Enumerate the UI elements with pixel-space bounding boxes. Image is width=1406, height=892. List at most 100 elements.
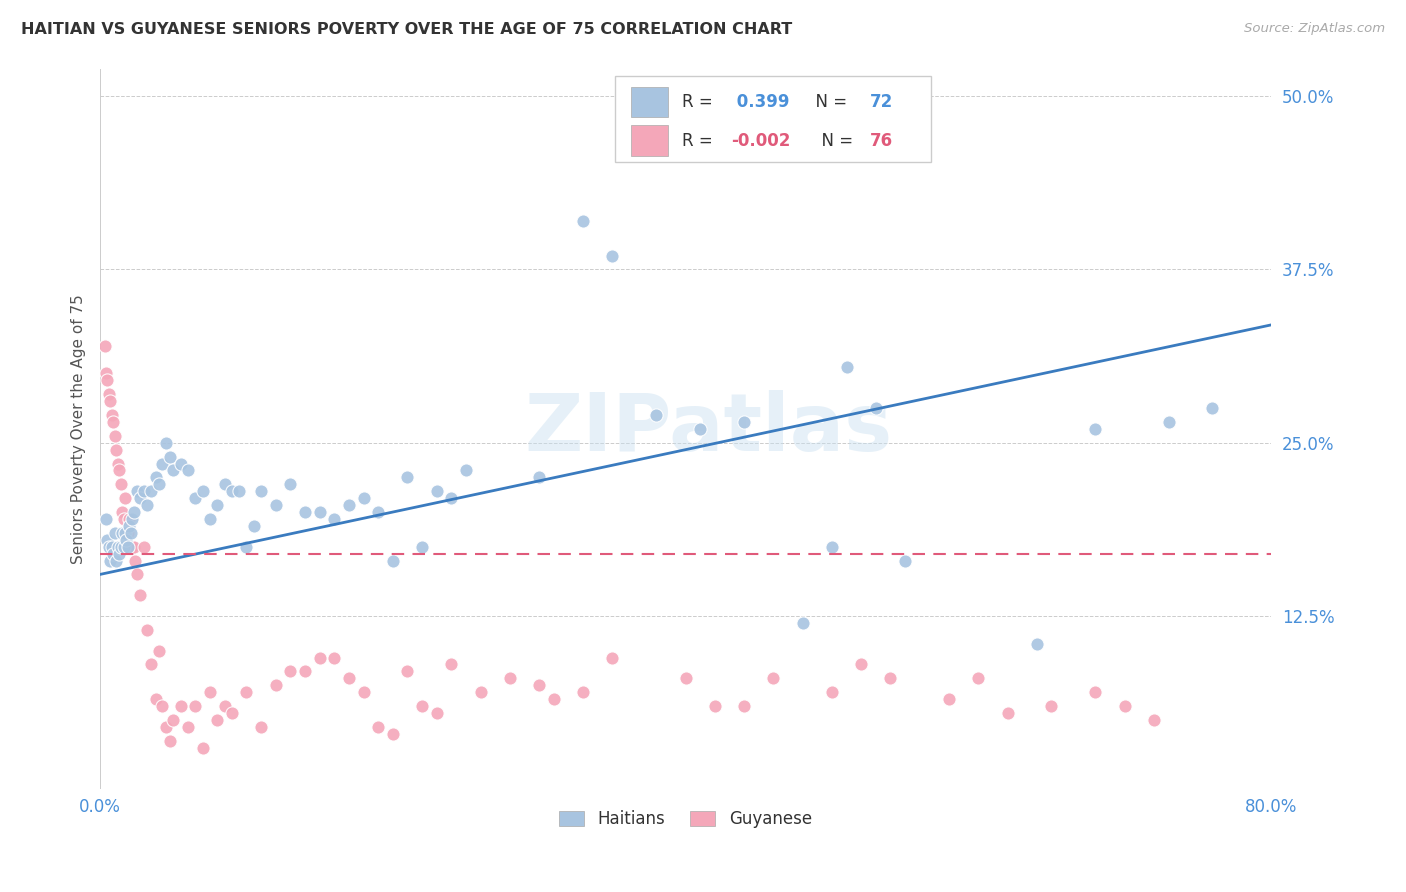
Point [191, 484, 214, 499]
Point [105, 442, 128, 457]
Point [177, 720, 200, 734]
Point [280, 665, 302, 679]
Point [294, 665, 316, 679]
Point [470, 685, 492, 699]
Point [110, 477, 132, 491]
Point [150, 457, 173, 471]
Point [689, 422, 711, 436]
Point [235, 685, 257, 699]
Point [426, 484, 449, 499]
Point [381, 553, 404, 567]
Point [264, 678, 287, 692]
Point [228, 484, 250, 499]
Point [96, 533, 118, 547]
Text: Source: ZipAtlas.com: Source: ZipAtlas.com [1244, 22, 1385, 36]
Point [602, 650, 624, 665]
Point [132, 484, 155, 499]
FancyBboxPatch shape [630, 126, 668, 156]
Point [264, 498, 287, 512]
Text: 0.399: 0.399 [731, 93, 790, 111]
Text: HAITIAN VS GUYANESE SENIORS POVERTY OVER THE AGE OF 75 CORRELATION CHART: HAITIAN VS GUYANESE SENIORS POVERTY OVER… [21, 22, 793, 37]
Point [250, 720, 273, 734]
Point [997, 706, 1019, 720]
Point [835, 359, 858, 374]
Point [1025, 637, 1047, 651]
Text: -0.002: -0.002 [731, 132, 790, 150]
FancyBboxPatch shape [616, 76, 931, 162]
Point [529, 470, 551, 484]
Point [572, 214, 595, 228]
Point [111, 505, 134, 519]
Point [1084, 422, 1107, 436]
FancyBboxPatch shape [630, 87, 668, 117]
Point [184, 699, 207, 714]
Point [323, 512, 346, 526]
Point [100, 553, 122, 567]
Point [396, 665, 419, 679]
Point [112, 512, 135, 526]
Point [97, 540, 120, 554]
Point [214, 699, 236, 714]
Point [440, 657, 463, 672]
Point [733, 699, 755, 714]
Legend: Haitians, Guyanese: Haitians, Guyanese [553, 804, 818, 835]
Point [353, 685, 375, 699]
Point [101, 540, 124, 554]
Text: R =: R = [682, 93, 718, 111]
Point [115, 525, 138, 540]
Point [235, 540, 257, 554]
Point [198, 685, 221, 699]
Point [645, 408, 668, 422]
Point [107, 540, 129, 554]
Point [1143, 713, 1166, 727]
Point [440, 491, 463, 505]
Point [184, 491, 207, 505]
Text: N =: N = [811, 132, 858, 150]
Point [1201, 401, 1223, 415]
Point [128, 588, 150, 602]
Point [411, 540, 433, 554]
Point [499, 671, 522, 685]
Point [205, 713, 228, 727]
Point [136, 623, 159, 637]
Point [733, 415, 755, 429]
Point [115, 533, 138, 547]
Point [821, 685, 844, 699]
Point [121, 540, 143, 554]
Point [159, 450, 181, 464]
Point [148, 643, 170, 657]
Point [967, 671, 990, 685]
Point [101, 408, 124, 422]
Point [250, 484, 273, 499]
Point [104, 429, 127, 443]
Point [107, 457, 129, 471]
Point [105, 553, 128, 567]
Point [198, 512, 221, 526]
Point [132, 540, 155, 554]
Point [1114, 699, 1136, 714]
Point [851, 657, 873, 672]
Point [94, 367, 117, 381]
Point [122, 540, 145, 554]
Point [141, 657, 163, 672]
Point [169, 699, 191, 714]
Point [120, 540, 142, 554]
Point [337, 671, 360, 685]
Point [104, 525, 127, 540]
Point [353, 491, 375, 505]
Point [100, 394, 122, 409]
Point [572, 685, 595, 699]
Point [97, 387, 120, 401]
Point [141, 484, 163, 499]
Point [128, 491, 150, 505]
Point [221, 484, 243, 499]
Text: 72: 72 [869, 93, 893, 111]
Point [367, 720, 389, 734]
Point [93, 339, 115, 353]
Point [243, 519, 266, 533]
Point [205, 498, 228, 512]
Point [162, 463, 184, 477]
Point [177, 463, 200, 477]
Point [529, 678, 551, 692]
Point [411, 699, 433, 714]
